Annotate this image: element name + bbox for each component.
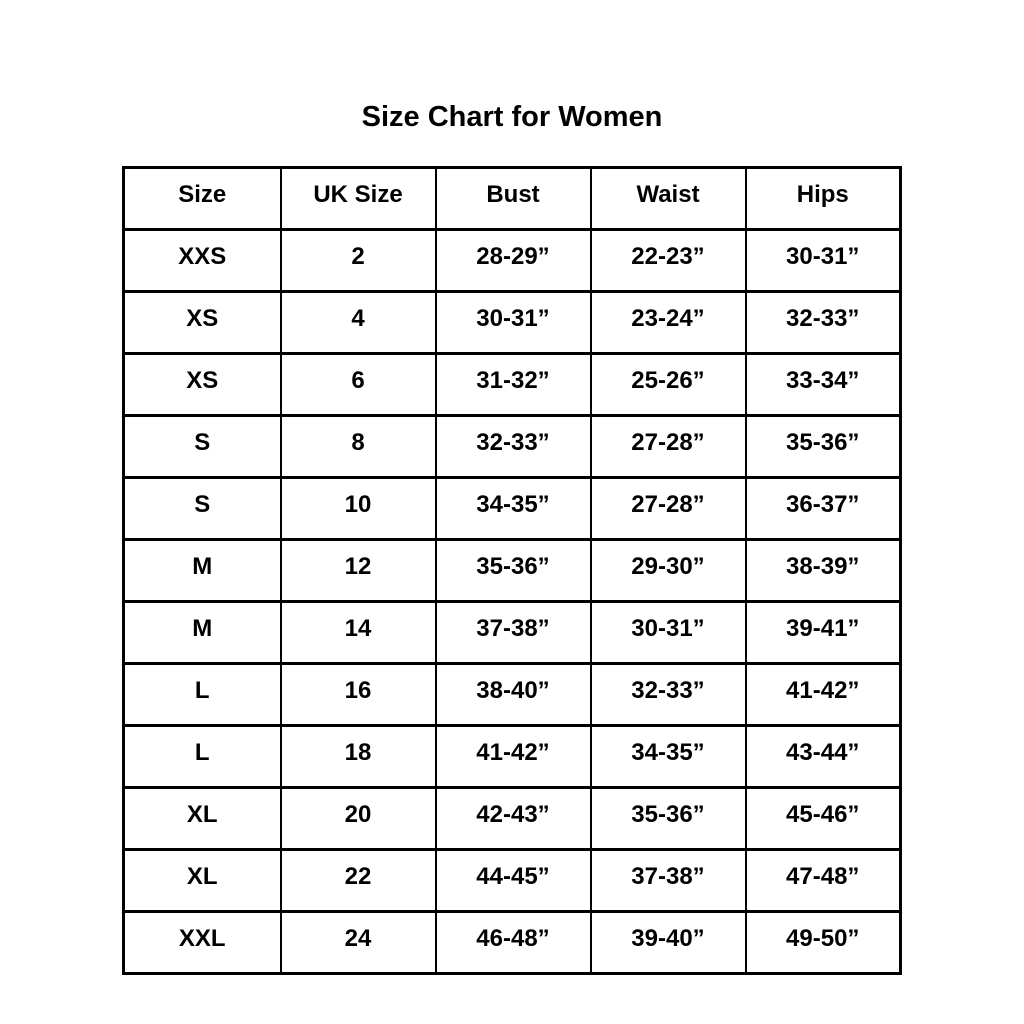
table-cell: XS — [122, 352, 282, 417]
table-cell: 6 — [279, 352, 437, 417]
table-cell: 41-42” — [744, 662, 902, 727]
table-cell: 32-33” — [744, 290, 902, 355]
table-cell: 46-48” — [434, 910, 592, 975]
table-cell: 32-33” — [434, 414, 592, 479]
table-cell: 29-30” — [589, 538, 747, 603]
size-chart-table: Size UK Size Bust Waist Hips XXS 2 28-29” 2… — [122, 166, 902, 975]
table-cell: M — [122, 600, 282, 665]
column-header-waist: Waist — [589, 166, 747, 231]
table-cell: 23-24” — [589, 290, 747, 355]
table-row: XXL 24 46-48” 39-40” 49-50” — [122, 910, 902, 975]
table-cell: 38-39” — [744, 538, 902, 603]
table-cell: 12 — [279, 538, 437, 603]
table-cell: 34-35” — [434, 476, 592, 541]
table-cell: 38-40” — [434, 662, 592, 727]
table-cell: 31-32” — [434, 352, 592, 417]
table-row: M 14 37-38” 30-31” 39-41” — [122, 600, 902, 665]
table-cell: 18 — [279, 724, 437, 789]
table-row: L 16 38-40” 32-33” 41-42” — [122, 662, 902, 727]
table-row: S 8 32-33” 27-28” 35-36” — [122, 414, 902, 479]
table-cell: 30-31” — [589, 600, 747, 665]
table-cell: 37-38” — [589, 848, 747, 913]
table-cell: 32-33” — [589, 662, 747, 727]
table-cell: XL — [122, 786, 282, 851]
table-row: S 10 34-35” 27-28” 36-37” — [122, 476, 902, 541]
table-cell: 22-23” — [589, 228, 747, 293]
column-header-uk-size: UK Size — [279, 166, 437, 231]
table-cell: 39-40” — [589, 910, 747, 975]
table-cell: 43-44” — [744, 724, 902, 789]
table-row: L 18 41-42” 34-35” 43-44” — [122, 724, 902, 789]
table-cell: 4 — [279, 290, 437, 355]
table-cell: 16 — [279, 662, 437, 727]
table-cell: 36-37” — [744, 476, 902, 541]
table-cell: L — [122, 662, 282, 727]
table-row: XS 6 31-32” 25-26” 33-34” — [122, 352, 902, 417]
page-title: Size Chart for Women — [361, 101, 663, 133]
table-cell: 33-34” — [744, 352, 902, 417]
table-cell: 39-41” — [744, 600, 902, 665]
table-cell: 27-28” — [589, 414, 747, 479]
table-cell: 28-29” — [434, 228, 592, 293]
table-cell: 47-48” — [744, 848, 902, 913]
table-cell: S — [122, 476, 282, 541]
column-header-bust: Bust — [434, 166, 592, 231]
table-body: XXS 2 28-29” 22-23” 30-31” XS 4 30-31” 23-24” 32-… — [122, 228, 902, 975]
table-cell: 20 — [279, 786, 437, 851]
table-cell: 25-26” — [589, 352, 747, 417]
table-cell: 49-50” — [744, 910, 902, 975]
table-cell: 30-31” — [434, 290, 592, 355]
table-cell: 22 — [279, 848, 437, 913]
table-cell: 27-28” — [589, 476, 747, 541]
table-cell: 35-36” — [434, 538, 592, 603]
table-cell: 8 — [279, 414, 437, 479]
table-cell: 14 — [279, 600, 437, 665]
table-row: XXS 2 28-29” 22-23” 30-31” — [122, 228, 902, 293]
table-cell: XS — [122, 290, 282, 355]
table-cell: 34-35” — [589, 724, 747, 789]
table-cell: M — [122, 538, 282, 603]
table-row: M 12 35-36” 29-30” 38-39” — [122, 538, 902, 603]
table-cell: 42-43” — [434, 786, 592, 851]
table-cell: 10 — [279, 476, 437, 541]
table-cell: 45-46” — [744, 786, 902, 851]
table-cell: L — [122, 724, 282, 789]
table-cell: 35-36” — [589, 786, 747, 851]
column-header-hips: Hips — [744, 166, 902, 231]
header-row: Size UK Size Bust Waist Hips — [122, 166, 902, 231]
table-cell: 37-38” — [434, 600, 592, 665]
table-cell: 2 — [279, 228, 437, 293]
table-cell: 41-42” — [434, 724, 592, 789]
table-cell: XL — [122, 848, 282, 913]
table-row: XL 22 44-45” 37-38” 47-48” — [122, 848, 902, 913]
table-cell: 44-45” — [434, 848, 592, 913]
table-row: XL 20 42-43” 35-36” 45-46” — [122, 786, 902, 851]
table-cell: XXS — [122, 228, 282, 293]
table-cell: 24 — [279, 910, 437, 975]
table-row: XS 4 30-31” 23-24” 32-33” — [122, 290, 902, 355]
column-header-size: Size — [122, 166, 282, 231]
table-cell: 30-31” — [744, 228, 902, 293]
table-cell: 35-36” — [744, 414, 902, 479]
table-cell: S — [122, 414, 282, 479]
table-cell: XXL — [122, 910, 282, 975]
